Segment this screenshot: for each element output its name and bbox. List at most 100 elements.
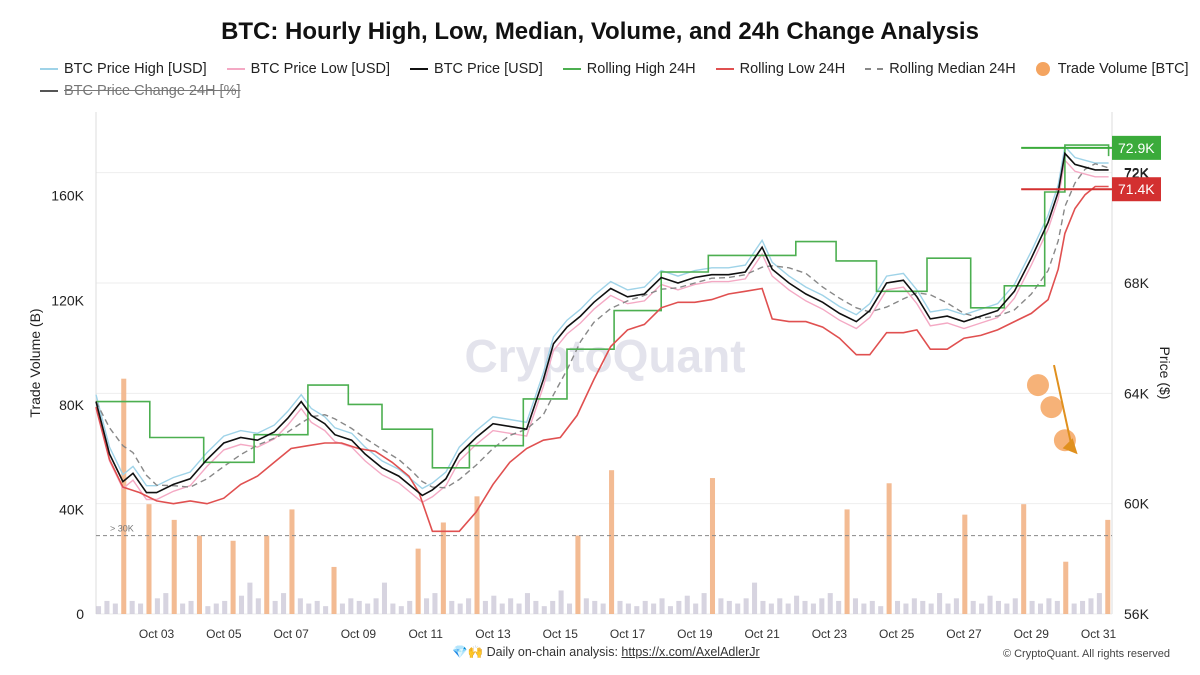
volume-bar	[794, 595, 800, 614]
x-tick-label: Oct 21	[744, 627, 780, 641]
volume-bar	[449, 600, 455, 614]
legend-label: Rolling High 24H	[586, 61, 696, 77]
annotation-dot	[1026, 374, 1049, 397]
footer-note: 💎🙌 Daily on-chain analysis: https://x.co…	[452, 645, 760, 660]
legend-row-2: BTC Price Change 24H [%]	[40, 80, 1180, 102]
volume-bar	[205, 606, 211, 614]
x-tick-label: Oct 11	[408, 627, 443, 641]
volume-bar	[785, 603, 791, 614]
volume-bar	[188, 600, 194, 614]
right-axis-label: Price ($)	[1157, 347, 1173, 400]
legend-item[interactable]: BTC Price Low [USD]	[226, 61, 390, 77]
volume-bar	[777, 598, 783, 614]
volume-bar	[726, 600, 732, 614]
volume-bar	[457, 603, 463, 614]
volume-bar	[482, 600, 488, 614]
volume-bar	[709, 478, 716, 614]
volume-bar	[356, 600, 362, 614]
legend-swatch	[40, 68, 58, 70]
volume-bar	[138, 603, 144, 614]
legend-swatch	[715, 68, 734, 70]
x-tick-label: Oct 13	[475, 627, 511, 641]
volume-bar	[264, 535, 270, 614]
x-tick-label: Oct 03	[139, 627, 175, 641]
volume-bar	[592, 600, 598, 614]
legend-item[interactable]: Rolling Low 24H	[715, 61, 845, 77]
footer-link[interactable]: https://x.com/AxelAdlerJr	[621, 645, 760, 659]
volume-bar	[979, 603, 985, 614]
legend-item[interactable]: BTC Price Change 24H [%]	[40, 83, 241, 99]
legend-item[interactable]: BTC Price [USD]	[410, 61, 543, 77]
volume-bar	[642, 600, 648, 614]
volume-bar	[566, 603, 573, 614]
volume-bar	[625, 603, 631, 614]
legend-item[interactable]: Rolling High 24H	[562, 61, 696, 77]
right-tick-label: 68K	[1124, 275, 1150, 291]
trend-arrow-line	[1053, 364, 1073, 447]
annotation-dot	[1040, 396, 1063, 419]
volume-bar	[440, 522, 446, 614]
volume-bar	[398, 606, 404, 614]
volume-bar	[684, 595, 690, 614]
price-badge	[1112, 177, 1161, 202]
copyright-text: © CryptoQuant. All rights reserved	[1002, 648, 1170, 660]
volume-bar	[1105, 519, 1111, 614]
legend-swatch	[40, 90, 58, 92]
left-tick-label: 0	[76, 606, 84, 622]
left-tick-label: 40K	[59, 501, 85, 517]
legend-swatch	[865, 68, 884, 70]
volume-bar	[415, 548, 421, 614]
volume-bar	[238, 595, 245, 614]
legend-swatch	[562, 68, 581, 70]
chart-title: BTC: Hourly High, Low, Median, Volume, a…	[221, 18, 979, 45]
volume-bar	[373, 598, 379, 614]
volume-bar	[836, 600, 842, 614]
legend-item[interactable]: Rolling Median 24H	[865, 61, 1016, 77]
volume-bar	[323, 606, 329, 614]
legend-label: Rolling Median 24H	[889, 61, 1016, 77]
volume-bar	[701, 593, 707, 614]
volume-bar	[827, 593, 833, 614]
rolling-high-line	[96, 144, 1110, 469]
volume-bar	[987, 595, 993, 614]
volume-bar	[508, 598, 514, 614]
volume-bar	[819, 598, 825, 614]
volume-bar	[163, 593, 169, 614]
x-tick-label: Oct 31	[1081, 627, 1117, 641]
rolling-median-line	[95, 162, 1109, 489]
legend-swatch	[226, 68, 245, 70]
legend-item[interactable]: Trade Volume [BTC]	[1035, 61, 1189, 77]
price-high-line	[95, 144, 1109, 490]
right-tick-label: 60K	[1124, 496, 1150, 512]
left-tick-label: 160K	[51, 188, 84, 204]
legend-swatch	[1035, 62, 1050, 76]
legend-item[interactable]: BTC Price High [USD]	[40, 61, 207, 77]
volume-bar	[129, 600, 135, 614]
volume-bar	[1004, 603, 1010, 614]
volume-bar	[693, 603, 699, 614]
volume-bar	[1071, 603, 1077, 614]
legend-row-1: BTC Price High [USD] BTC Price Low [USD] B…	[40, 58, 1189, 80]
trend-arrow-head	[1062, 438, 1078, 455]
footer-text: Daily on-chain analysis:	[486, 645, 618, 659]
volume-bar	[516, 603, 522, 614]
volume-bar	[895, 600, 901, 614]
right-tick-label: 56K	[1124, 606, 1150, 622]
volume-bar	[222, 600, 228, 614]
volume-bar	[886, 483, 892, 614]
volume-bar	[937, 593, 943, 614]
right-tick-label: 64K	[1124, 385, 1150, 401]
volume-bar	[255, 598, 261, 614]
price-badge	[1112, 135, 1161, 160]
volume-bar	[903, 603, 909, 614]
volume-bar	[962, 514, 968, 614]
threshold-label: > 30K	[110, 524, 134, 534]
footer-icons: 💎🙌	[452, 645, 484, 659]
volume-bar	[878, 606, 884, 614]
volume-bar	[348, 598, 354, 614]
volume-bar	[617, 600, 623, 614]
volume-bar	[339, 603, 345, 614]
right-tick-label: 72K	[1124, 165, 1150, 181]
